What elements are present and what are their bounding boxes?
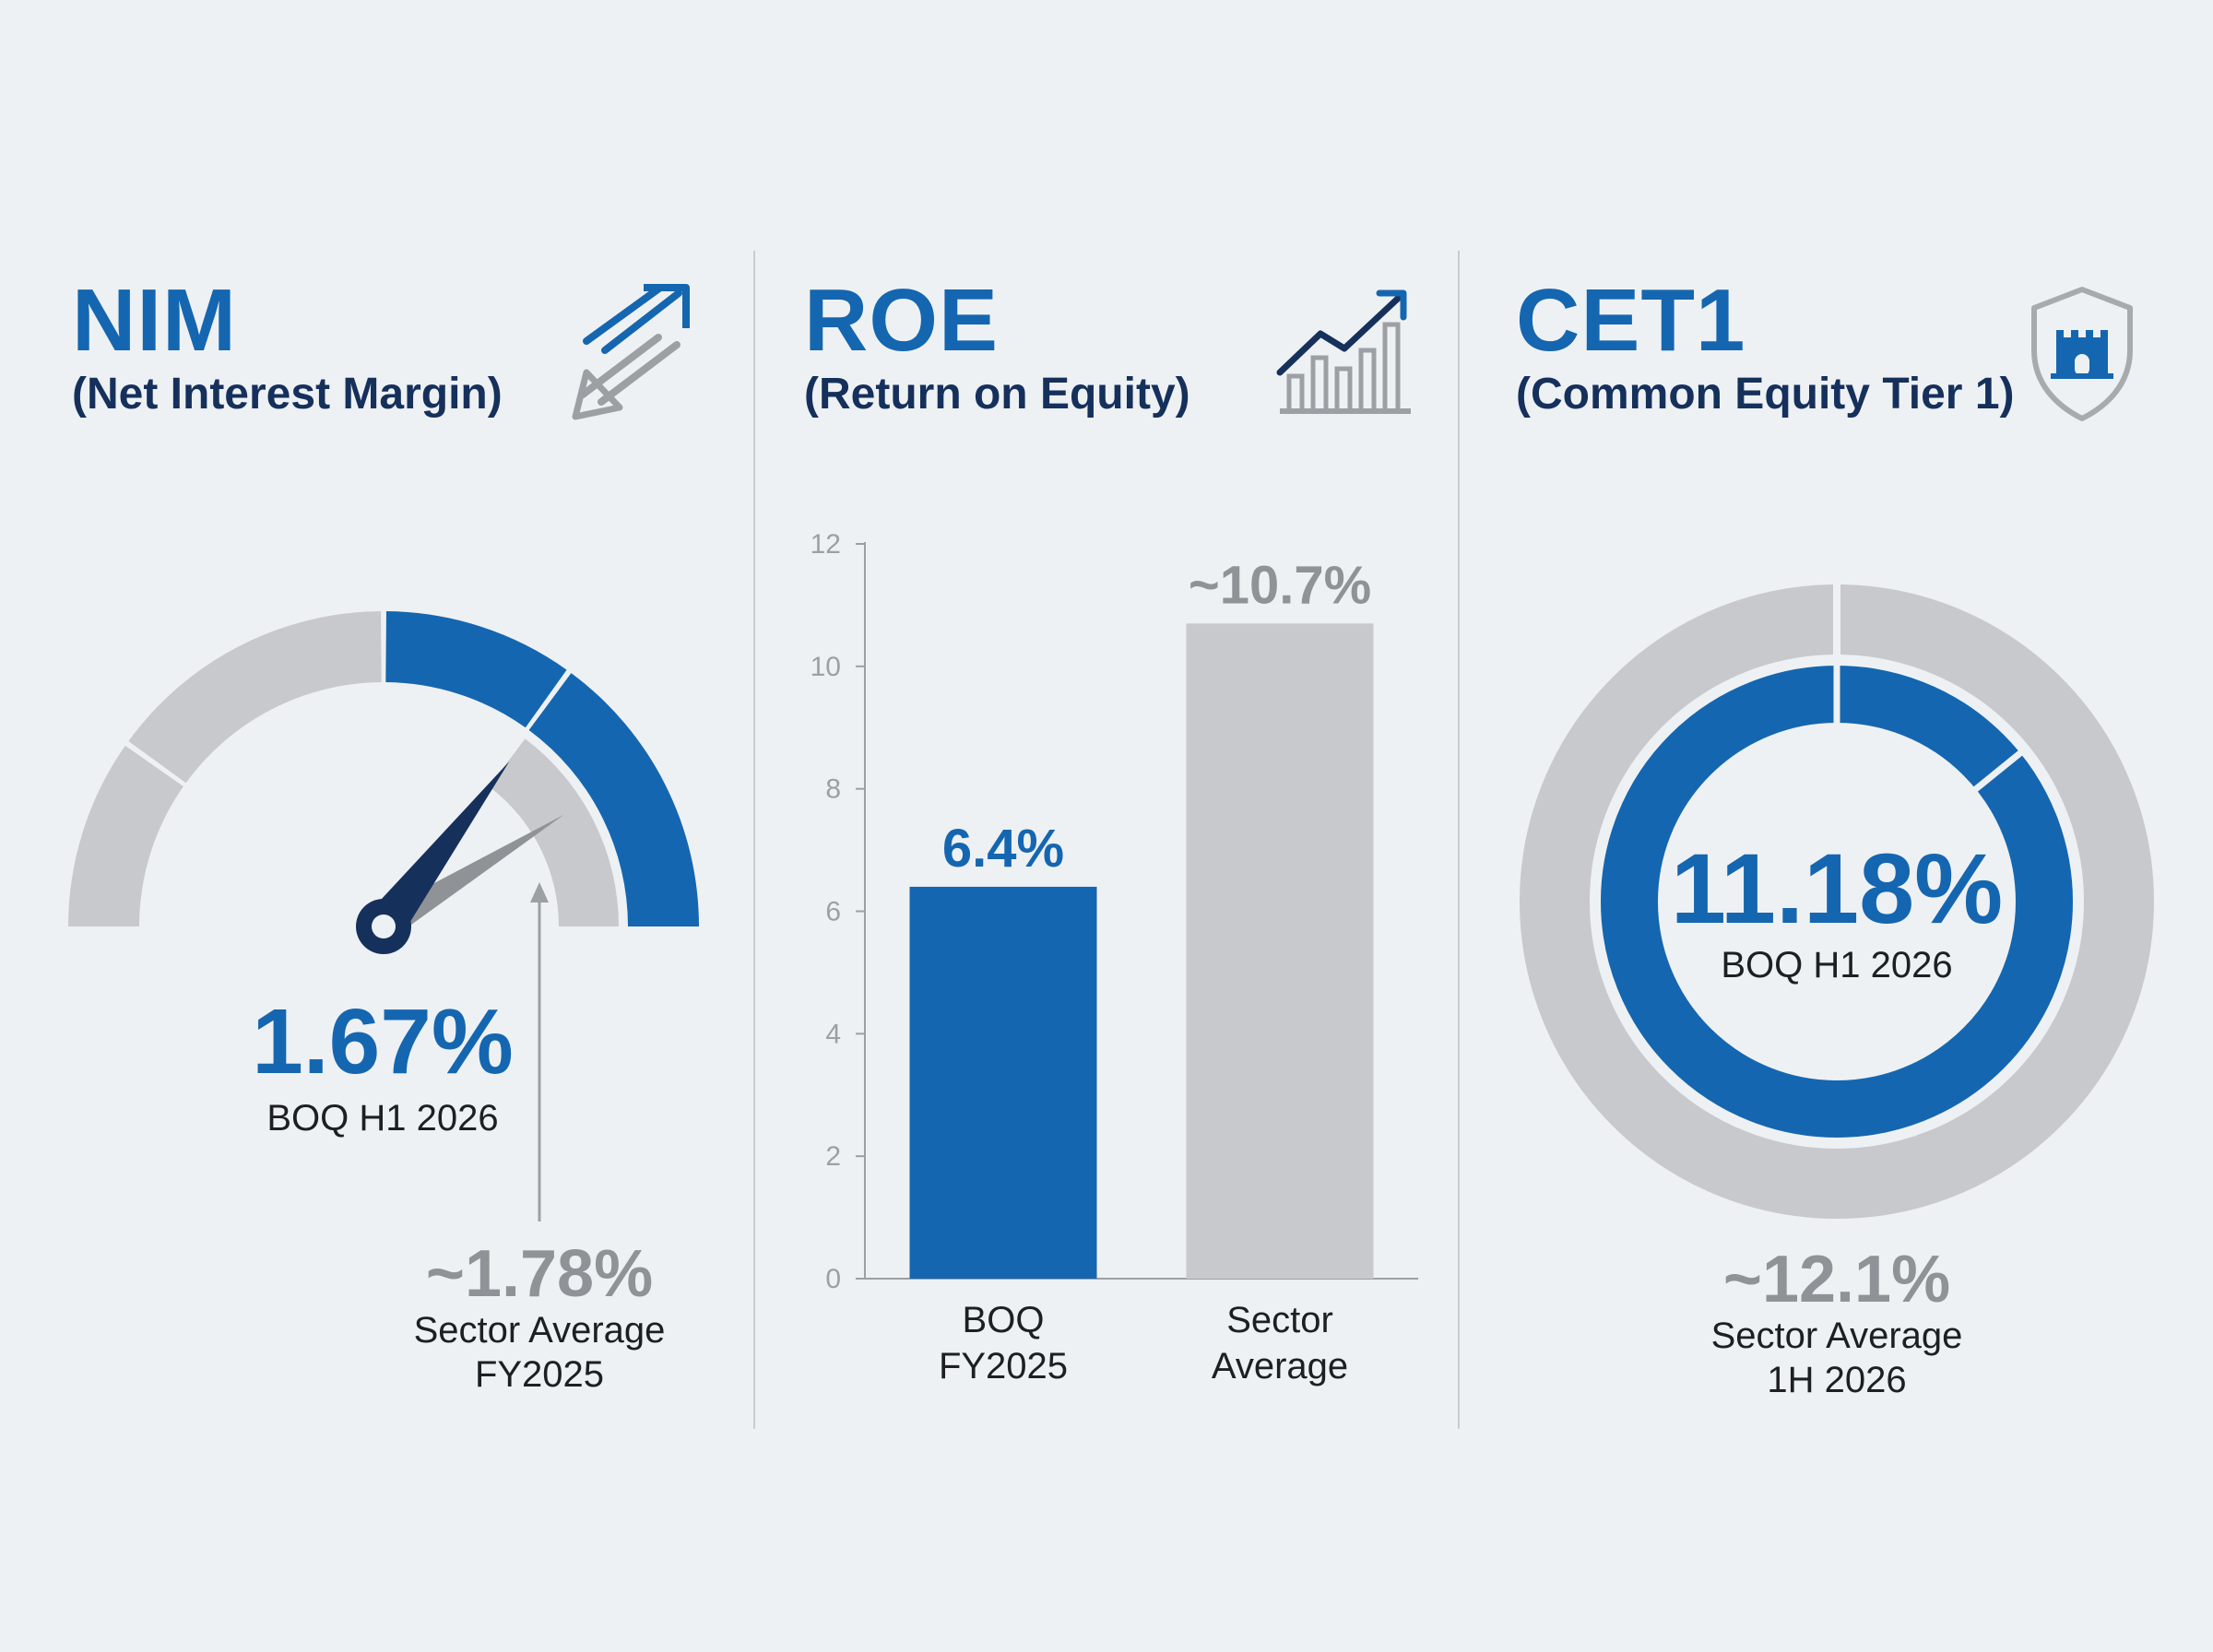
- cet1-donut: [1520, 583, 2154, 1219]
- gauge-hub-center: [372, 914, 396, 938]
- bar-1: [1186, 623, 1374, 1279]
- y-tick-label: 6: [825, 897, 841, 927]
- gauge-needle-sector: [375, 814, 564, 939]
- cet1-boq-caption: BOQ H1 2026: [1721, 945, 1953, 985]
- nim-title: NIM: [72, 271, 237, 370]
- gauge-needle-boq: [367, 761, 510, 939]
- y-tick-label: 8: [825, 774, 841, 805]
- nim-gauge: [68, 611, 699, 954]
- x-tick-label-1-line1: Sector: [1226, 1300, 1333, 1340]
- nim-sector-caption-line1: Sector Average: [413, 1310, 666, 1351]
- donut-gap-inner-right: [1972, 749, 2024, 793]
- y-tick-label: 4: [825, 1019, 841, 1049]
- castle-shield-icon: [2031, 287, 2133, 421]
- y-tick-label: 10: [811, 652, 841, 682]
- gauge-band-blue-1: [385, 611, 567, 728]
- gauge-band-grey-1: [68, 745, 183, 926]
- cet1-sector-value: ~12.1%: [1722, 1243, 1951, 1316]
- nim-sector-value: ~1.78%: [425, 1237, 654, 1311]
- bar-0: [909, 886, 1097, 1279]
- cet1-sector-caption-line2: 1H 2026: [1767, 1360, 1907, 1400]
- nim-boq-caption: BOQ H1 2026: [266, 1098, 499, 1139]
- cet1-sector-caption-line1: Sector Average: [1710, 1316, 1963, 1356]
- roe-subtitle: (Return on Equity): [804, 370, 1190, 419]
- bar-chart-trend-icon: [1276, 289, 1411, 414]
- roe-title: ROE: [804, 271, 1000, 370]
- nim-subtitle: (Net Interest Margin): [72, 370, 503, 419]
- cet1-panel: CET1 (Common Equity Tier 1) 11.18% BOQ H…: [1459, 0, 2178, 1652]
- bar-data-label-1: ~10.7%: [1189, 555, 1371, 615]
- cet1-subtitle: (Common Equity Tier 1): [1516, 370, 2015, 419]
- y-tick-label: 0: [825, 1264, 841, 1294]
- y-tick-label: 12: [811, 529, 841, 560]
- roe-panel: ROE (Return on Equity) 0 2 4 6 8 10 12 6.4% BOQ F…: [754, 0, 1473, 1652]
- x-tick-label-0-line2: FY2025: [939, 1346, 1068, 1386]
- nim-sector-caption-line2: FY2025: [474, 1354, 605, 1395]
- nim-sector-pointer-arrow: [530, 882, 549, 1221]
- roe-bar-chart: 0 2 4 6 8 10 12 6.4% BOQ FY2025 ~10.7% Sector Averag…: [811, 529, 1418, 1386]
- y-tick-label: 2: [825, 1141, 841, 1172]
- cet1-boq-value: 11.18%: [1670, 832, 2004, 944]
- gauge-band-grey-2: [128, 611, 382, 784]
- double-arrow-icon: [572, 284, 690, 420]
- x-tick-label-1-line2: Average: [1212, 1346, 1348, 1386]
- gauge-band-grey-inner: [489, 738, 619, 926]
- cet1-title: CET1: [1516, 271, 1746, 370]
- x-tick-label-0-line1: BOQ: [963, 1300, 1045, 1340]
- nim-panel: NIM (Net Interest Margin) 1.67% BOQ H1 2…: [0, 0, 719, 1652]
- gauge-band-blue-2: [528, 673, 699, 926]
- divider-left: [753, 251, 755, 1429]
- bar-data-label-0: 6.4%: [942, 819, 1064, 879]
- divider-right: [1458, 251, 1460, 1429]
- nim-boq-value: 1.67%: [252, 990, 514, 1093]
